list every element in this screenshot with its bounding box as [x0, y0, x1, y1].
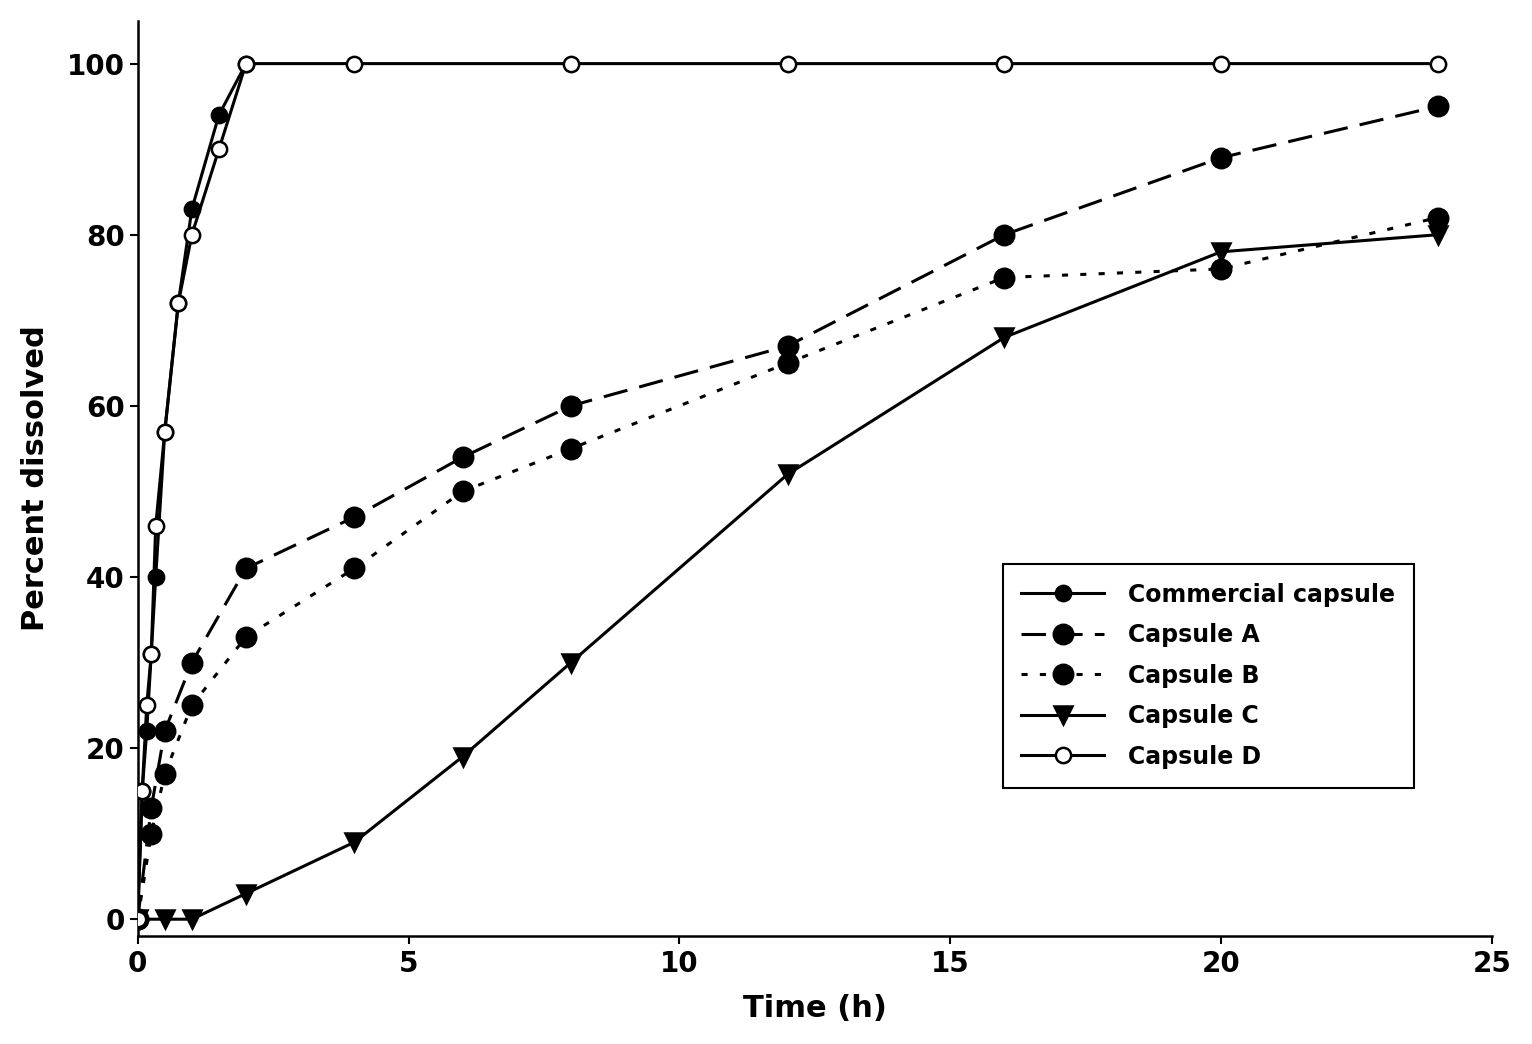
Capsule B: [562, 443, 581, 455]
Capsule A: [345, 511, 363, 523]
Capsule B: [345, 562, 363, 574]
Y-axis label: Percent dissolved: Percent dissolved: [21, 326, 51, 632]
Capsule A: [142, 802, 161, 814]
Commercial capsule: [147, 571, 165, 584]
Capsule D: [237, 57, 256, 70]
Capsule D: [182, 229, 201, 241]
Capsule B: [1428, 211, 1446, 223]
Line: Commercial capsule: Commercial capsule: [130, 56, 254, 927]
Capsule A: [778, 339, 797, 352]
Capsule D: [210, 143, 228, 156]
Capsule D: [1212, 57, 1230, 70]
Capsule C: [182, 912, 201, 925]
Capsule B: [453, 485, 472, 498]
Capsule C: [996, 331, 1014, 343]
Capsule B: [237, 631, 256, 643]
Commercial capsule: [237, 57, 256, 70]
Capsule D: [996, 57, 1014, 70]
Commercial capsule: [133, 785, 152, 798]
Capsule A: [453, 451, 472, 464]
Capsule D: [156, 425, 175, 437]
Capsule C: [1212, 245, 1230, 258]
Capsule B: [129, 912, 147, 925]
Legend: Commercial capsule, Capsule A, Capsule B, Capsule C, Capsule D: Commercial capsule, Capsule A, Capsule B…: [1002, 564, 1414, 787]
Capsule D: [138, 699, 156, 712]
Capsule C: [1428, 229, 1446, 241]
Commercial capsule: [169, 296, 187, 309]
Commercial capsule: [156, 425, 175, 437]
Capsule A: [996, 229, 1014, 241]
Capsule C: [129, 912, 147, 925]
Capsule D: [129, 912, 147, 925]
Line: Capsule B: Capsule B: [129, 208, 1448, 929]
Commercial capsule: [129, 912, 147, 925]
Line: Capsule D: Capsule D: [130, 56, 1445, 927]
Capsule D: [147, 519, 165, 531]
Capsule C: [562, 657, 581, 669]
Capsule D: [169, 296, 187, 309]
Capsule B: [142, 828, 161, 840]
Capsule B: [1212, 263, 1230, 276]
Capsule D: [345, 57, 363, 70]
Commercial capsule: [138, 725, 156, 737]
Capsule B: [778, 357, 797, 370]
Capsule D: [778, 57, 797, 70]
Capsule A: [237, 562, 256, 574]
Capsule D: [142, 647, 161, 660]
Capsule C: [453, 751, 472, 763]
Line: Capsule C: Capsule C: [129, 226, 1446, 928]
Capsule A: [1212, 151, 1230, 164]
Capsule B: [182, 699, 201, 712]
Capsule C: [156, 912, 175, 925]
Capsule A: [562, 400, 581, 412]
Capsule A: [182, 657, 201, 669]
Commercial capsule: [142, 647, 161, 660]
Commercial capsule: [210, 109, 228, 121]
Capsule A: [156, 725, 175, 737]
Commercial capsule: [182, 203, 201, 215]
X-axis label: Time (h): Time (h): [743, 994, 887, 1023]
Capsule A: [129, 912, 147, 925]
Capsule C: [237, 887, 256, 900]
Capsule B: [996, 271, 1014, 284]
Capsule C: [345, 836, 363, 849]
Capsule D: [562, 57, 581, 70]
Capsule B: [156, 767, 175, 780]
Capsule D: [133, 785, 152, 798]
Capsule A: [1428, 100, 1446, 113]
Capsule D: [1428, 57, 1446, 70]
Capsule C: [778, 468, 797, 480]
Line: Capsule A: Capsule A: [129, 97, 1448, 929]
